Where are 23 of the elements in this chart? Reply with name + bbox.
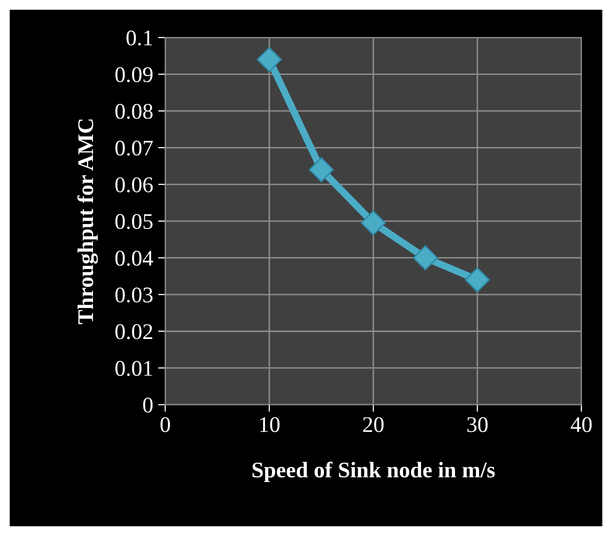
point: [308, 157, 334, 182]
y-tick-label: 0.07: [115, 140, 153, 156]
point: [256, 47, 282, 72]
y-tick-label: 0.01: [115, 360, 152, 376]
y-tick-label: 0: [143, 398, 153, 413]
y-tick-label: 0.09: [115, 67, 153, 82]
y-tick-label: 0.08: [115, 104, 153, 119]
x-tick-label: 20: [363, 417, 384, 432]
point: [360, 210, 386, 236]
y-tick-label: 0.1: [126, 30, 152, 46]
x-tick-label: 40: [570, 417, 592, 432]
x-tick-label: 10: [260, 417, 280, 432]
point: [464, 267, 490, 292]
y-tick-label: 0.04: [115, 250, 154, 266]
x-tick-label: 30: [467, 417, 488, 432]
y-tick-label: 0.03: [115, 287, 153, 303]
y-tick-label: 0.05: [115, 214, 153, 230]
x-tick-label: 0: [160, 417, 170, 432]
y-tick-label: 0.02: [115, 324, 152, 340]
y-tick-label: 0.06: [115, 177, 153, 192]
point: [412, 245, 438, 270]
y-axis-title: Throughput for AMC: [77, 119, 98, 324]
x-axis-title: Speed of Sink node in m/s: [252, 462, 495, 482]
